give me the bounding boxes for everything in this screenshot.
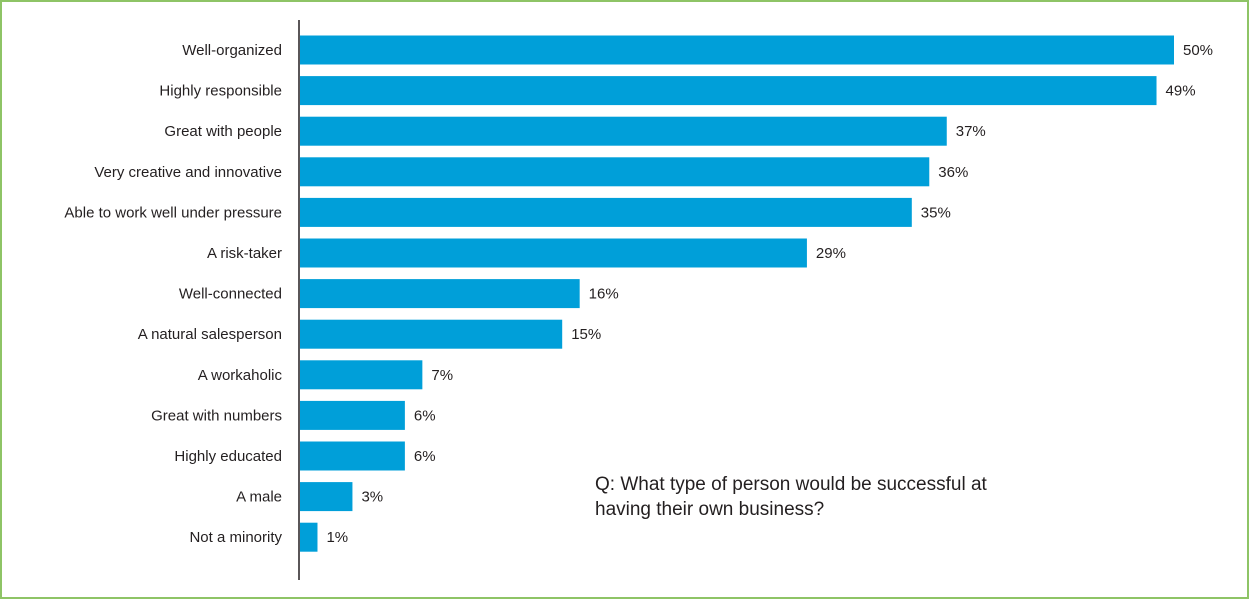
data-label: 49% xyxy=(1166,83,1196,100)
category-label: Very creative and innovative xyxy=(94,164,282,181)
bar xyxy=(300,76,1157,106)
bar xyxy=(300,116,947,146)
data-label: 36% xyxy=(938,164,968,181)
data-label: 50% xyxy=(1183,42,1213,59)
category-label: A male xyxy=(236,489,282,506)
bar xyxy=(300,238,807,268)
category-label: Well-connected xyxy=(179,286,282,303)
category-label: A workaholic xyxy=(198,367,283,384)
category-label: Highly responsible xyxy=(159,83,282,100)
category-label: Well-organized xyxy=(182,42,282,59)
category-label: A natural salesperson xyxy=(138,326,282,343)
bar xyxy=(300,197,912,227)
data-label: 15% xyxy=(571,326,601,343)
data-label: 6% xyxy=(414,407,436,424)
bar xyxy=(300,157,930,187)
bar xyxy=(300,35,1174,65)
bar xyxy=(300,482,353,512)
bar xyxy=(300,400,405,430)
category-label: Great with numbers xyxy=(151,407,282,424)
bar xyxy=(300,441,405,471)
data-label: 37% xyxy=(956,123,986,140)
bar xyxy=(300,522,318,552)
data-label: 3% xyxy=(361,489,383,506)
category-label: Able to work well under pressure xyxy=(64,204,282,221)
category-label: Highly educated xyxy=(174,448,282,465)
data-label: 1% xyxy=(326,529,348,546)
category-label: Great with people xyxy=(164,123,282,140)
data-label: 35% xyxy=(921,204,951,221)
data-label: 6% xyxy=(414,448,436,465)
data-label: 29% xyxy=(816,245,846,262)
data-label: 16% xyxy=(589,286,619,303)
category-label: Not a minority xyxy=(189,529,282,546)
bar xyxy=(300,279,580,309)
bar xyxy=(300,319,563,349)
chart-annotation: Q: What type of person would be successf… xyxy=(595,474,987,520)
bar xyxy=(300,360,423,390)
category-label: A risk-taker xyxy=(207,245,282,262)
data-label: 7% xyxy=(431,367,453,384)
